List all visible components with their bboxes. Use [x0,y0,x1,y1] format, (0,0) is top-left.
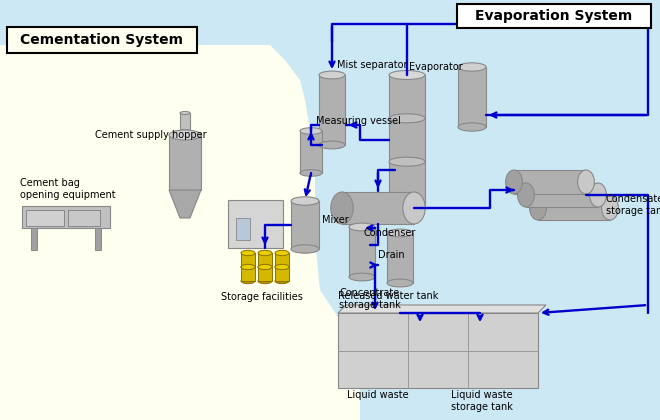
Text: Condenser: Condenser [363,228,415,238]
Ellipse shape [349,273,375,281]
Ellipse shape [258,264,272,270]
Polygon shape [300,131,322,173]
Ellipse shape [258,264,272,270]
Ellipse shape [529,196,546,220]
Ellipse shape [349,223,375,231]
FancyBboxPatch shape [7,27,197,53]
Text: Measuring vessel: Measuring vessel [316,116,401,126]
Text: Condensate
storage tank: Condensate storage tank [606,194,660,216]
FancyBboxPatch shape [26,210,64,226]
Ellipse shape [300,170,322,176]
Text: Liquid waste: Liquid waste [347,390,409,400]
Ellipse shape [389,114,425,123]
Ellipse shape [458,123,486,131]
Ellipse shape [458,63,486,71]
Ellipse shape [389,157,425,166]
Text: Drain: Drain [378,250,405,260]
FancyBboxPatch shape [457,4,651,28]
Ellipse shape [258,278,272,284]
Text: Evaporator: Evaporator [409,62,463,72]
Polygon shape [22,206,110,228]
Ellipse shape [517,183,535,207]
Polygon shape [241,267,255,281]
Ellipse shape [319,71,345,79]
Polygon shape [319,75,345,145]
Ellipse shape [180,111,190,115]
Polygon shape [338,305,546,313]
Ellipse shape [275,278,289,284]
Ellipse shape [258,250,272,256]
Ellipse shape [578,170,595,194]
Polygon shape [338,313,538,388]
Ellipse shape [389,200,425,210]
Ellipse shape [331,192,353,224]
Ellipse shape [589,183,607,207]
Ellipse shape [506,170,523,194]
Ellipse shape [275,264,289,270]
Ellipse shape [169,130,201,140]
Polygon shape [95,228,101,250]
Polygon shape [514,170,586,194]
Polygon shape [228,200,283,248]
Ellipse shape [300,128,322,134]
Polygon shape [389,75,425,205]
Text: Mixer: Mixer [322,215,348,225]
Ellipse shape [291,197,319,205]
Ellipse shape [241,264,255,270]
Polygon shape [387,233,413,283]
Polygon shape [0,45,360,420]
Ellipse shape [241,264,255,270]
Polygon shape [169,190,201,218]
Text: Evaporation System: Evaporation System [475,9,633,23]
Polygon shape [236,218,250,240]
Text: Concentrate
storage tank: Concentrate storage tank [339,288,401,310]
Polygon shape [258,267,272,281]
Ellipse shape [387,279,413,287]
Ellipse shape [602,196,618,220]
Text: Cement bag
opening equipment: Cement bag opening equipment [20,178,115,200]
Polygon shape [349,227,375,277]
Ellipse shape [387,229,413,237]
Polygon shape [258,253,272,267]
Text: Released water tank: Released water tank [338,291,438,301]
Text: Cementation System: Cementation System [20,33,183,47]
Text: Storage facilities: Storage facilities [221,292,303,302]
Ellipse shape [319,141,345,149]
FancyBboxPatch shape [68,210,100,226]
Polygon shape [180,113,190,131]
Polygon shape [169,135,201,190]
Ellipse shape [389,71,425,79]
Ellipse shape [241,278,255,284]
Ellipse shape [291,245,319,253]
Polygon shape [291,201,319,249]
Polygon shape [275,267,289,281]
Ellipse shape [275,250,289,256]
Polygon shape [458,67,486,127]
Ellipse shape [180,129,190,132]
Text: Mist separator: Mist separator [337,60,407,70]
Polygon shape [275,253,289,267]
Text: Cement supply hopper: Cement supply hopper [95,130,207,140]
Ellipse shape [241,250,255,256]
Polygon shape [241,253,255,267]
Text: Liquid waste
storage tank: Liquid waste storage tank [451,390,513,412]
Polygon shape [342,192,414,224]
Polygon shape [526,183,598,207]
Ellipse shape [275,264,289,270]
Polygon shape [31,228,37,250]
Ellipse shape [403,192,425,224]
Polygon shape [538,196,610,220]
